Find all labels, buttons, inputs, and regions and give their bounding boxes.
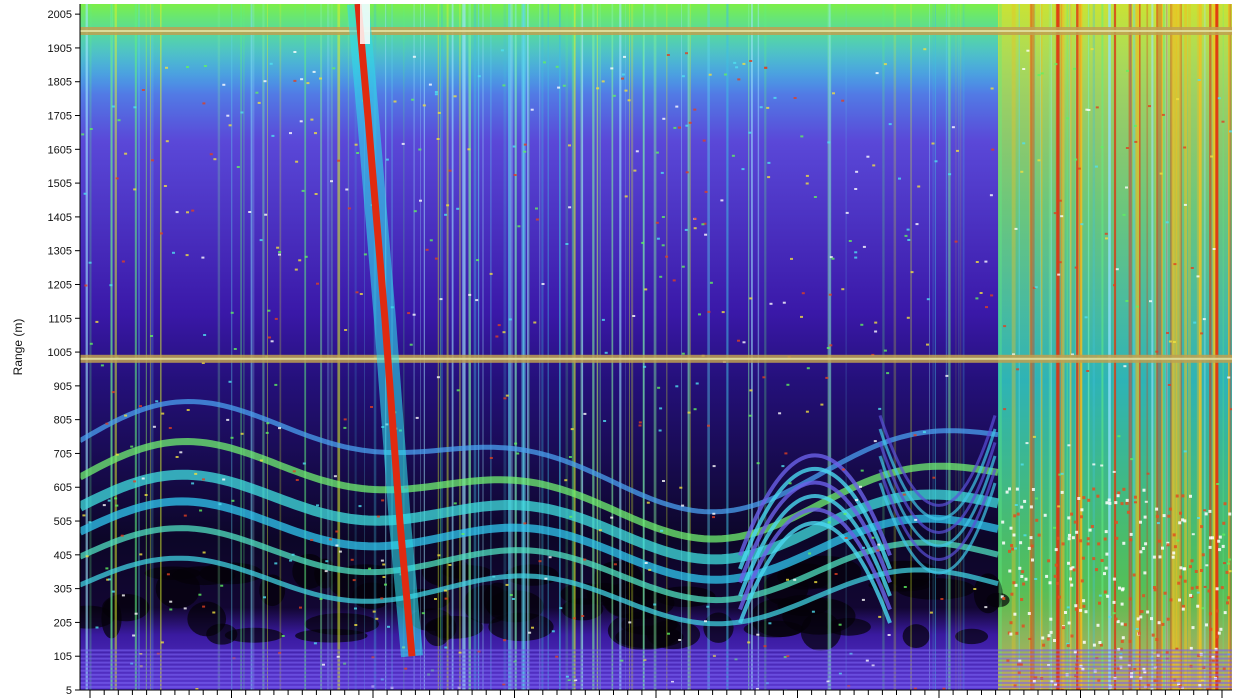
- y-tick-label: 705: [54, 448, 72, 460]
- surface-noise-band: [80, 649, 1232, 688]
- y-tick-label: 1705: [48, 111, 72, 123]
- y-tick-label: 1805: [48, 77, 72, 89]
- y-tick-label: 605: [54, 482, 72, 494]
- plume-streak: [347, 4, 423, 658]
- scattering-layer: [80, 398, 1000, 627]
- y-tick-label: 205: [54, 617, 72, 629]
- y-tick-label: 405: [54, 550, 72, 562]
- axes: 5 105 205 305 405 505 605 705 805 905 1005 1105 1205…: [11, 4, 1232, 698]
- y-tick-label: 905: [54, 381, 72, 393]
- horizontal-bands: [80, 27, 1232, 363]
- y-tick-label: 805: [54, 415, 72, 427]
- arch-echoes: [738, 414, 997, 624]
- y-tick-label: 1605: [48, 144, 72, 156]
- y-tick-label: 1305: [48, 246, 72, 258]
- vertical-streaks: [85, 4, 1232, 690]
- y-tick-label: 1905: [48, 43, 72, 55]
- y-tick-label: 305: [54, 584, 72, 596]
- y-tick-label: 105: [54, 651, 72, 663]
- y-tick-label: 1405: [48, 212, 72, 224]
- y-tick-label: 1005: [48, 347, 72, 359]
- y-tick-label: 5: [66, 685, 72, 697]
- y-tick-label: 1205: [48, 279, 72, 291]
- echogram-image: [80, 4, 1232, 690]
- y-axis-title: Range (m): [11, 319, 25, 376]
- y-tick-label: 2005: [48, 9, 72, 21]
- y-tick-label: 1105: [48, 313, 72, 325]
- y-tick-label: 505: [54, 516, 72, 528]
- y-tick-label: 1505: [48, 178, 72, 190]
